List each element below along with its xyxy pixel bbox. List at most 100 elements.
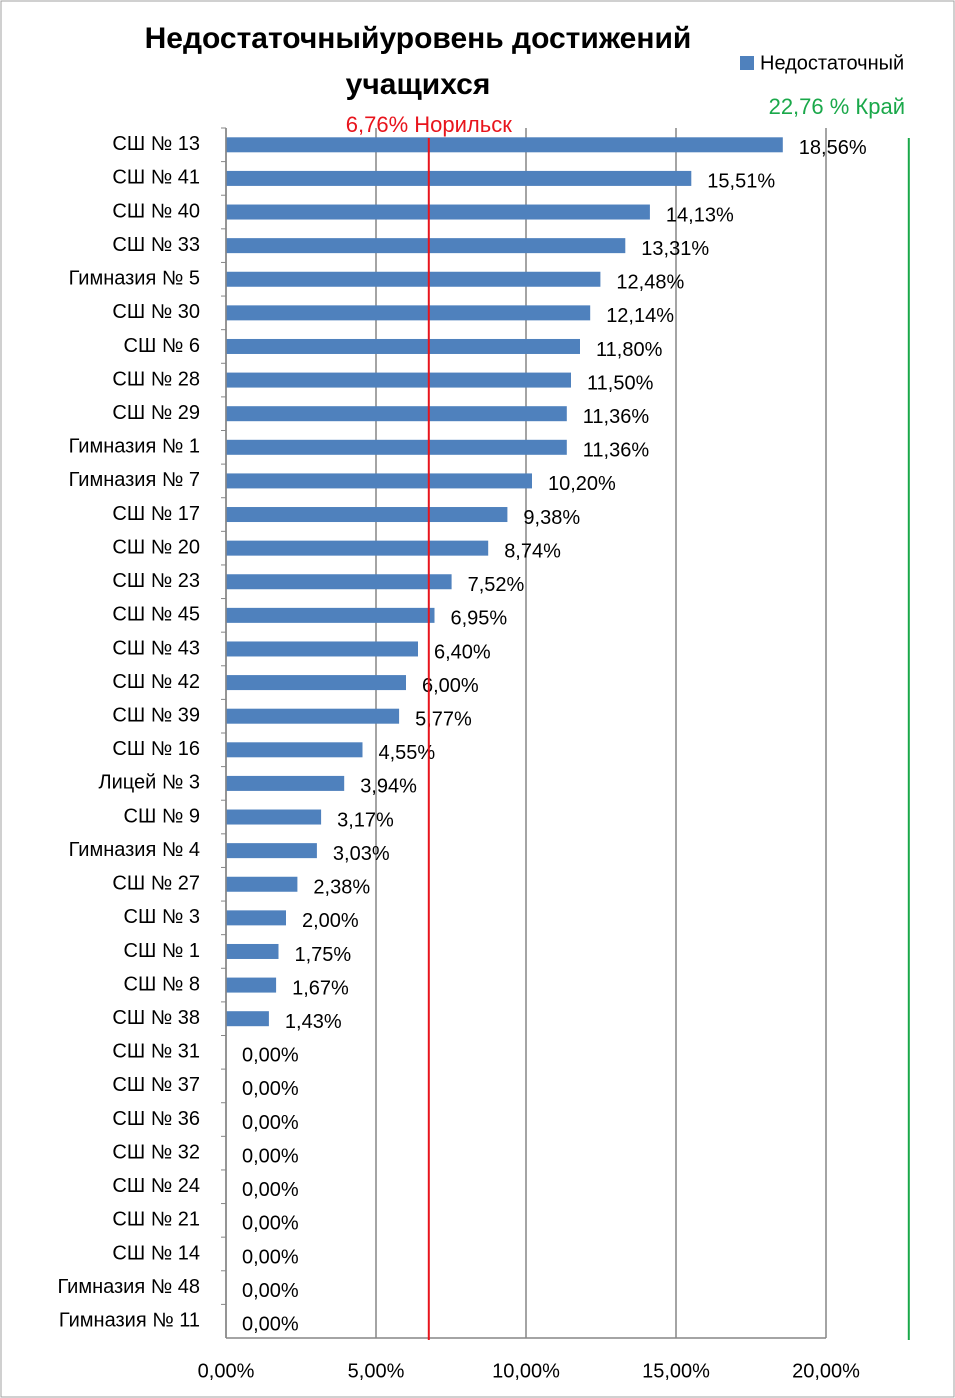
chart-title: учащихся	[346, 68, 491, 101]
y-tick-label: СШ № 38	[112, 1007, 200, 1029]
bar	[226, 204, 650, 220]
y-tick-label: СШ № 33	[112, 234, 200, 256]
data-label: 1,75%	[295, 944, 352, 966]
data-label: 0,00%	[242, 1145, 299, 1167]
x-tick-label: 15,00%	[642, 1360, 710, 1382]
y-tick-label: Лицей № 3	[98, 772, 200, 794]
bar	[226, 708, 400, 724]
data-label: 2,38%	[313, 877, 370, 899]
bar	[226, 809, 322, 825]
y-tick-label: СШ № 36	[112, 1108, 200, 1130]
data-label: 6,95%	[451, 608, 508, 630]
legend-label: Недостаточный	[760, 52, 904, 74]
bar	[226, 170, 692, 186]
y-tick-label: СШ № 1	[124, 940, 200, 962]
data-label: 5,77%	[415, 708, 472, 730]
y-tick-label: СШ № 24	[112, 1175, 200, 1197]
data-label: 9,38%	[523, 507, 580, 529]
data-label: 1,43%	[285, 1011, 342, 1033]
bar	[226, 507, 508, 523]
bar	[226, 843, 317, 859]
x-tick-label: 20,00%	[792, 1360, 860, 1382]
bar	[226, 742, 363, 758]
y-tick-label: СШ № 16	[112, 738, 200, 760]
bar	[226, 137, 783, 153]
data-label: 0,00%	[242, 1313, 299, 1335]
bar	[226, 1011, 269, 1027]
bar	[226, 910, 286, 926]
y-tick-label: Гимназия № 5	[69, 268, 200, 290]
data-label: 0,00%	[242, 1078, 299, 1100]
y-tick-label: СШ № 40	[112, 200, 200, 222]
y-tick-label: СШ № 32	[112, 1141, 200, 1163]
data-label: 1,67%	[292, 977, 349, 999]
y-tick-label: СШ № 31	[112, 1041, 200, 1063]
bar	[226, 372, 571, 388]
data-label: 0,00%	[242, 1045, 299, 1067]
data-label: 11,36%	[583, 406, 650, 428]
legend-swatch	[740, 56, 754, 70]
y-tick-label: СШ № 20	[112, 536, 200, 558]
bar	[226, 943, 279, 959]
data-label: 0,00%	[242, 1179, 299, 1201]
data-label: 13,31%	[641, 238, 709, 260]
y-tick-label: СШ № 21	[112, 1209, 200, 1231]
data-label: 18,56%	[799, 137, 867, 159]
y-tick-label: Гимназия № 7	[69, 469, 200, 491]
data-label: 15,51%	[707, 171, 775, 193]
bar	[226, 540, 489, 556]
y-tick-label: СШ № 6	[124, 335, 200, 357]
bar	[226, 439, 567, 455]
data-label: 3,94%	[360, 776, 417, 798]
chart-title: Недостаточныйуровень достижений	[145, 22, 692, 55]
y-tick-label: СШ № 37	[112, 1074, 200, 1096]
x-tick-label: 5,00%	[348, 1360, 405, 1382]
y-tick-label: СШ № 43	[112, 637, 200, 659]
data-label: 0,00%	[242, 1246, 299, 1268]
y-tick-label: СШ № 45	[112, 604, 200, 626]
data-label: 10,20%	[548, 473, 616, 495]
data-label: 2,00%	[302, 910, 359, 932]
y-tick-label: СШ № 39	[112, 704, 200, 726]
data-label: 3,17%	[337, 809, 394, 831]
y-tick-label: Гимназия № 11	[59, 1309, 200, 1331]
y-tick-label: СШ № 17	[112, 503, 200, 525]
y-tick-label: Гимназия № 4	[69, 839, 200, 861]
y-tick-label: СШ № 42	[112, 671, 200, 693]
data-label: 14,13%	[666, 204, 734, 226]
data-label: 0,00%	[242, 1213, 299, 1235]
y-tick-label: Гимназия № 1	[69, 436, 200, 458]
reference-label: 6,76% Норильск	[346, 112, 512, 137]
data-label: 6,40%	[434, 641, 491, 663]
bar	[226, 271, 601, 287]
y-tick-label: СШ № 13	[112, 133, 200, 155]
data-label: 3,03%	[333, 843, 390, 865]
bar	[226, 238, 626, 254]
bar	[226, 406, 567, 422]
data-label: 11,80%	[596, 339, 663, 361]
x-tick-label: 10,00%	[492, 1360, 560, 1382]
y-tick-label: СШ № 41	[112, 167, 200, 189]
bar	[226, 641, 418, 657]
y-tick-label: СШ № 8	[124, 973, 200, 995]
y-tick-label: СШ № 28	[112, 368, 200, 390]
data-label: 7,52%	[468, 574, 525, 596]
data-label: 8,74%	[504, 540, 561, 562]
y-tick-label: СШ № 3	[124, 906, 200, 928]
bar	[226, 977, 277, 993]
data-label: 12,14%	[606, 305, 674, 327]
bar	[226, 607, 435, 623]
y-tick-label: Гимназия № 48	[57, 1276, 200, 1298]
x-tick-label: 0,00%	[198, 1360, 255, 1382]
reference-label: 22,76 % Край	[769, 94, 905, 119]
data-label: 11,50%	[587, 372, 654, 394]
data-label: 4,55%	[379, 742, 436, 764]
data-label: 0,00%	[242, 1280, 299, 1302]
y-tick-label: СШ № 27	[112, 873, 200, 895]
bar	[226, 876, 298, 892]
bar	[226, 473, 532, 489]
bar	[226, 675, 406, 691]
bar	[226, 775, 345, 791]
